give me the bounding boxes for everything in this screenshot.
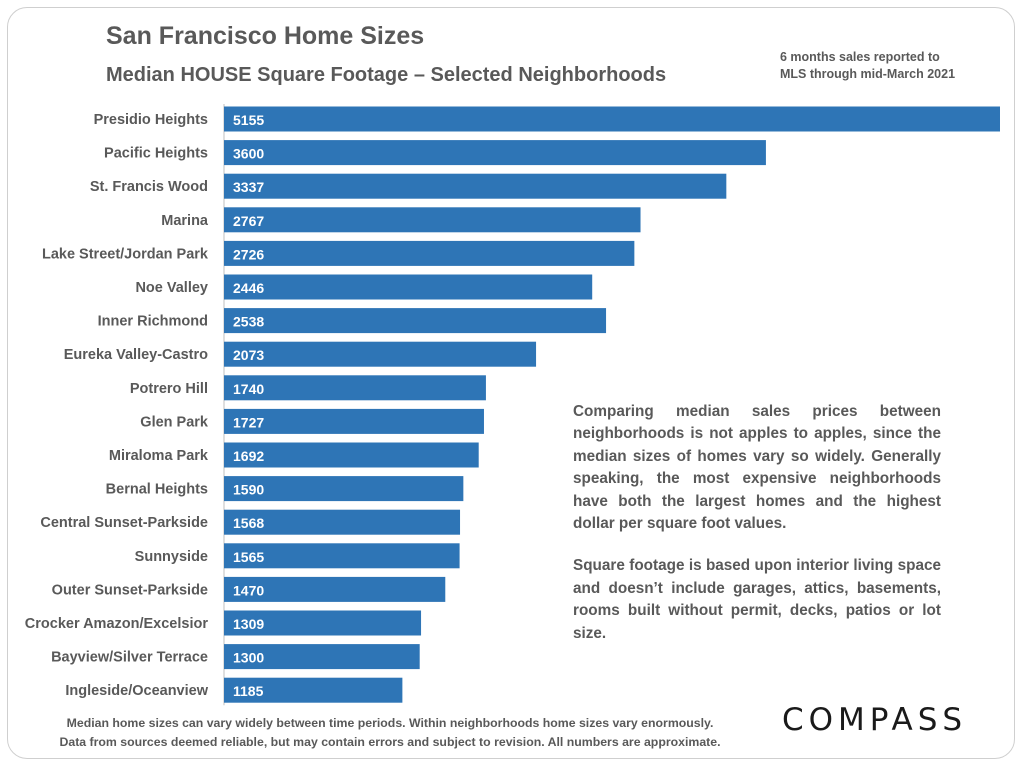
data-label: 1309 [233,616,264,632]
data-label: 1740 [233,381,264,397]
category-label: Bernal Heights [106,482,208,498]
category-label: Outer Sunset-Parkside [52,582,208,598]
bar [224,140,766,166]
data-label: 1565 [233,549,264,565]
slide-frame [7,7,1015,759]
date-range-note-line2: MLS through mid-March 2021 [780,67,956,81]
data-label: 3600 [233,146,264,162]
bar [224,610,422,636]
category-label: Sunnyside [135,549,208,565]
category-label: Lake Street/Jordan Park [42,246,209,262]
category-label: Noe Valley [135,280,208,296]
data-label: 1590 [233,482,264,498]
data-label: 3337 [233,179,264,195]
commentary-paragraph-1: Comparing median sales prices between ne… [573,403,941,533]
bar [224,576,446,602]
data-label: 1470 [233,582,264,598]
footer-disclaimer: Median home sizes can vary widely betwee… [0,714,780,752]
category-label: Glen Park [140,414,209,430]
category-label: Crocker Amazon/Excelsior [25,616,209,632]
footer-line-1: Median home sizes can vary widely betwee… [66,716,714,730]
footer-line-2: Data from sources deemed reliable, but m… [59,735,721,749]
data-label: 2446 [233,280,264,296]
bar [224,476,464,502]
bar [224,677,403,703]
bar [224,644,420,670]
bar [224,341,537,367]
bar [224,408,484,434]
category-label: Potrero Hill [130,381,208,397]
bar [224,375,486,401]
data-label: 1568 [233,515,264,531]
bar [224,308,607,334]
chart-subtitle: Median HOUSE Square Footage – Selected N… [106,64,667,86]
category-label: Ingleside/Oceanview [65,683,208,699]
date-range-note: 6 months sales reported to MLS through m… [780,49,955,83]
category-label: Miraloma Park [109,448,209,464]
category-label: Inner Richmond [98,314,208,330]
bar [224,173,727,199]
category-label: Central Sunset-Parkside [40,515,208,531]
bar [224,106,1000,132]
category-label: Bayview/Silver Terrace [51,650,208,666]
category-label: Eureka Valley-Castro [64,347,208,363]
data-label: 1185 [233,683,264,699]
data-label: 2073 [233,347,264,363]
data-label: 1727 [233,414,264,430]
bar [224,509,461,535]
data-label: 2767 [233,213,264,229]
commentary: Comparing median sales prices between ne… [573,401,941,665]
data-label: 2538 [233,314,264,330]
bar [224,207,641,233]
chart-title: San Francisco Home Sizes [106,22,425,50]
data-label: 1692 [233,448,264,464]
category-label: Marina [161,213,209,229]
bar [224,442,479,468]
category-label: Presidio Heights [94,112,208,128]
commentary-paragraph-2: Square footage is based upon interior li… [573,557,941,642]
bar [224,543,460,569]
data-label: 2726 [233,246,264,262]
data-label: 5155 [233,112,264,128]
data-label: 1300 [233,650,264,666]
bar [224,274,593,300]
bar [224,240,635,266]
compass-logo: COMPASS [782,702,968,738]
category-label: St. Francis Wood [90,179,208,195]
date-range-note-line1: 6 months sales reported to [780,50,940,64]
category-label: Pacific Heights [104,146,208,162]
